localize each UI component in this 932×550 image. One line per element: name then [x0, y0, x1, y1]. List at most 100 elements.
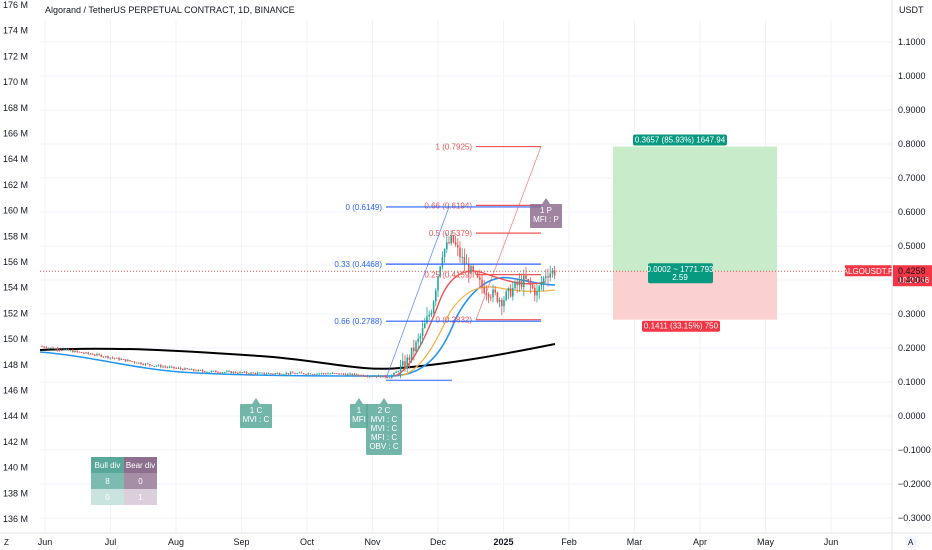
candle-body	[272, 373, 274, 375]
candle-body	[474, 271, 477, 273]
candle-body	[514, 281, 516, 289]
candle-body	[232, 371, 235, 374]
candle-body	[428, 314, 430, 317]
candle-body	[289, 372, 292, 375]
candle-body	[318, 373, 320, 375]
candle-body	[91, 354, 94, 355]
candle-body	[58, 349, 61, 351]
candle-body	[413, 347, 415, 352]
candle-body	[509, 288, 512, 297]
candle-body	[212, 370, 215, 372]
y-left-tick-label: 138 M	[3, 488, 28, 498]
x-tick-label: May	[757, 537, 775, 547]
candle-body	[388, 377, 391, 379]
candle-body	[483, 287, 485, 294]
y-left-tick-label: 160 M	[3, 206, 28, 216]
auto-scale-label[interactable]: A	[908, 538, 914, 547]
time-axis: Jun Jul Aug Sep Oct Nov Dec 2025 Feb Mar Apr May Jun	[38, 537, 839, 547]
x-tick-label: 2025	[493, 537, 513, 547]
candle-body	[228, 371, 230, 373]
ma-blue-line	[39, 276, 556, 377]
candle-body	[505, 291, 507, 301]
fib-label: 0.5 (0.5379)	[429, 229, 472, 238]
candle-body	[327, 373, 329, 375]
overlay: 0.3657 (85.93%) 1647.94 0.0002 ~ 1771.793…	[91, 134, 932, 505]
x-tick-label: Aug	[168, 537, 184, 547]
candle-body	[399, 365, 402, 371]
x-tick-label: Mar	[627, 537, 643, 547]
y-right-tick-label: 0.4000	[898, 275, 926, 285]
candle-body	[419, 336, 422, 339]
candle-body	[487, 294, 490, 298]
candle-body	[364, 376, 367, 378]
candle-body	[109, 357, 111, 359]
auto-scale-button[interactable]	[905, 536, 917, 548]
ma-red-line	[394, 270, 546, 377]
candle-body	[538, 286, 540, 292]
candle-body	[102, 356, 105, 358]
y-right-tick-label: 0.8000	[898, 139, 926, 149]
candle-body	[380, 375, 382, 378]
candle-body	[492, 289, 494, 298]
candle-body	[263, 372, 265, 375]
candle-body	[329, 373, 331, 375]
candle-body	[406, 357, 408, 369]
candle-body	[391, 375, 393, 378]
candle-body	[450, 235, 452, 244]
fib-levels: 1 (0.7925) 0.66 (0.6194) 0 (0.6149) 0.5 (0.…	[334, 143, 542, 381]
div-table-cell	[124, 489, 157, 505]
candle-body	[463, 256, 466, 265]
candle-body	[226, 371, 228, 373]
x-tick-label: Jul	[105, 537, 117, 547]
candle-body	[494, 289, 496, 293]
y-right-tick-label: −0.3000	[898, 513, 931, 523]
y-right-tick-label: −0.2000	[898, 479, 931, 489]
right-price-axis: 1.1000 1.0000 0.9000 0.8000 0.7000 0.6000 0.50…	[898, 37, 931, 523]
candle-body	[322, 373, 325, 374]
y-left-tick-label: 172 M	[3, 51, 28, 61]
candle-body	[219, 372, 221, 374]
candle-body	[531, 285, 534, 288]
candle-body	[377, 375, 380, 377]
zoom-corner-label[interactable]: Z	[4, 538, 9, 547]
y-left-tick-label: 154 M	[3, 283, 28, 293]
x-tick-label: Nov	[364, 537, 381, 547]
symbol-badge	[845, 265, 892, 277]
y-left-tick-label: 176 M	[3, 0, 28, 10]
y-left-tick-label: 142 M	[3, 437, 28, 447]
candle-body	[344, 374, 347, 376]
candle-body	[545, 276, 547, 278]
candle-body	[287, 373, 290, 375]
candle-body	[446, 242, 448, 250]
candle-body	[243, 371, 246, 373]
div-table-value: 1	[138, 493, 143, 502]
candle-body	[237, 372, 239, 374]
currency-label[interactable]: USDT	[899, 5, 924, 15]
candle-body	[362, 375, 364, 377]
candle-body	[347, 374, 349, 376]
candle-body	[549, 273, 551, 278]
candle-body	[248, 373, 250, 375]
candle-body	[417, 338, 419, 342]
y-right-tick-label: 0.0000	[898, 411, 926, 421]
candle-body	[439, 266, 441, 277]
div-table-value: 0	[138, 477, 143, 486]
candle-body	[470, 266, 472, 274]
y-left-tick-label: 170 M	[3, 77, 28, 87]
candle-body	[274, 373, 276, 375]
candle-body	[65, 349, 67, 351]
candle-body	[259, 372, 261, 374]
candle-body	[122, 359, 125, 360]
candle-body	[468, 263, 470, 274]
candle-body	[316, 373, 318, 375]
candle-body	[195, 370, 197, 372]
marker-box	[366, 404, 402, 455]
candle-body	[369, 376, 371, 378]
marker-arrow	[355, 398, 363, 404]
candle-body	[83, 352, 85, 354]
candle-body	[63, 349, 65, 351]
target-label-text: 0.3657 (85.93%) 1647.94	[635, 136, 726, 145]
y-left-tick-label: 146 M	[3, 386, 28, 396]
fib-label: 1 (0.7925)	[436, 143, 473, 152]
